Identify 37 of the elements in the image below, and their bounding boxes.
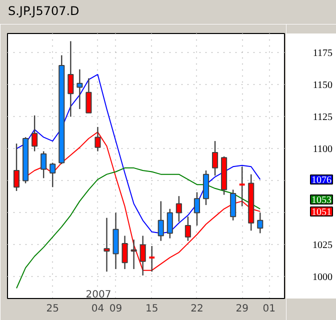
candlestick — [68, 40, 74, 118]
candlestick — [122, 235, 128, 270]
candlestick — [230, 189, 236, 222]
line-series — [16, 167, 261, 289]
text: 1076 — [312, 174, 332, 186]
candlestick — [50, 162, 56, 188]
candlestick — [86, 78, 92, 114]
x-tick-label: 22 — [190, 304, 204, 314]
annotation: 2007 — [86, 290, 112, 300]
y-tick-label: 1000 — [312, 272, 332, 284]
x-tick-label: 01 — [262, 304, 276, 314]
y-tick-label: 1175 — [312, 48, 333, 60]
y-tick-label: 1125 — [312, 112, 333, 124]
candlestick — [238, 166, 246, 207]
y-tick-label: 1150 — [312, 80, 333, 92]
x-tick-label: 29 — [236, 304, 248, 314]
y-tick-label: 1025 — [312, 240, 332, 252]
x-tick-label: 04 — [91, 304, 104, 314]
y-tick-label: 1100 — [312, 144, 333, 156]
candlestick — [184, 216, 191, 242]
candlestick — [40, 150, 47, 179]
candlestick — [212, 140, 218, 176]
candlestick — [176, 195, 182, 222]
candlestick — [76, 68, 83, 110]
candlestick — [166, 208, 173, 239]
chart-title: S.JP.J5707.D — [8, 3, 80, 20]
x-tick-label: 15 — [146, 304, 158, 314]
candlestick — [104, 217, 110, 272]
x-tick-label: 25 — [46, 304, 59, 314]
candlestick — [32, 114, 38, 152]
x-tick-label: 09 — [109, 304, 122, 314]
text: 1051 — [312, 206, 332, 218]
candlestick — [194, 192, 200, 226]
text: 1053 — [312, 194, 332, 206]
candlestick — [158, 200, 164, 242]
candlestick — [13, 142, 20, 192]
candlestick — [257, 212, 264, 234]
